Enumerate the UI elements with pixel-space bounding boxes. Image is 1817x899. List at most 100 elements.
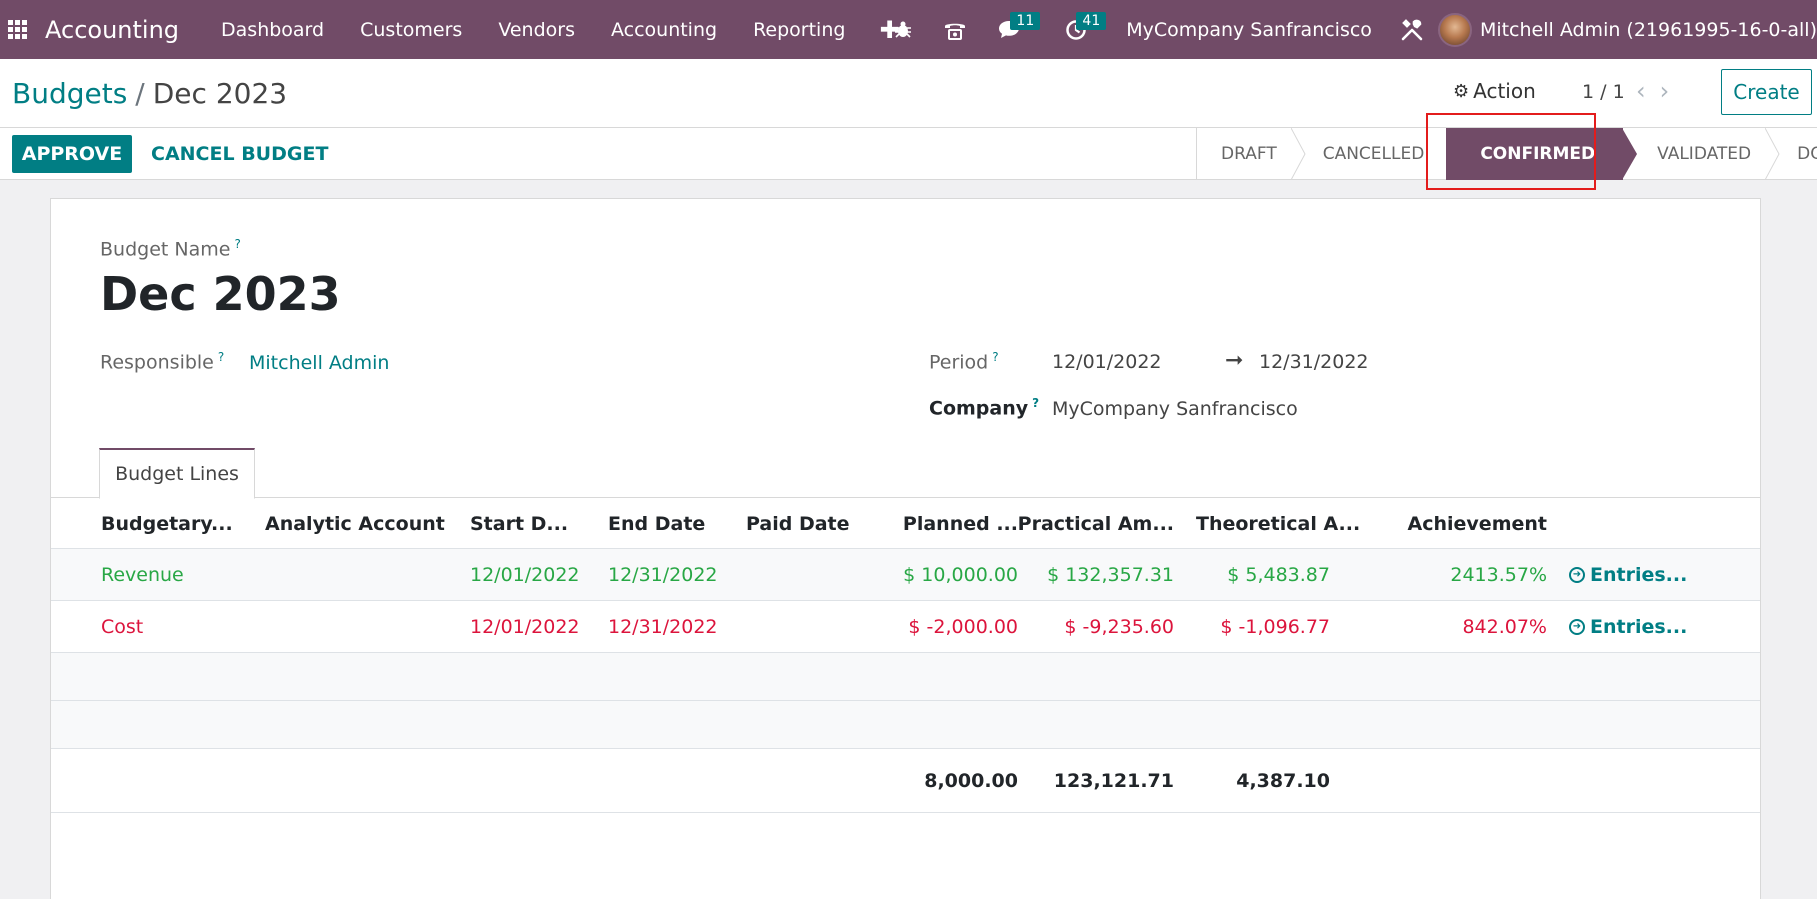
row-end-date: 12/31/2022 — [608, 615, 718, 638]
stage-confirmed[interactable]: CONFIRMED — [1446, 128, 1638, 180]
budget-lines-table: Budgetary... Analytic Account Start D...… — [51, 500, 1760, 813]
activities-icon[interactable]: 41 — [1050, 0, 1107, 59]
notebook-tabs: Budget Lines — [51, 448, 1760, 499]
stage-cancelled[interactable]: CANCELLED — [1299, 128, 1447, 180]
help-icon[interactable]: ? — [992, 350, 999, 364]
menu-dashboard[interactable]: Dashboard — [221, 18, 325, 41]
breadcrumb-separator: / — [135, 77, 145, 110]
debug-icon[interactable] — [878, 0, 928, 59]
breadcrumb-budgets-link[interactable]: Budgets — [12, 77, 128, 110]
user-avatar[interactable] — [1437, 12, 1472, 47]
help-icon[interactable]: ? — [1032, 396, 1040, 410]
table-row[interactable]: Revenue 12/01/2022 12/31/2022 $ 10,000.0… — [51, 549, 1760, 601]
stage-active-chevron-icon — [1622, 128, 1638, 180]
cancel-budget-button[interactable]: CANCEL BUDGET — [151, 143, 329, 165]
menu-reporting[interactable]: Reporting — [753, 18, 846, 41]
row-achievement: 2413.57% — [1450, 563, 1547, 586]
row-theoretical-amount: $ -1,096.77 — [1220, 615, 1330, 638]
tab-budget-lines[interactable]: Budget Lines — [99, 448, 255, 499]
row-budgetary-position: Revenue — [101, 563, 184, 586]
row-end-date: 12/31/2022 — [608, 563, 718, 586]
settings-tools-icon[interactable] — [1390, 0, 1438, 59]
phone-icon[interactable] — [928, 0, 982, 59]
empty-row — [51, 653, 1760, 701]
stage-done[interactable]: DONE — [1773, 128, 1817, 180]
action-button[interactable]: ⚙ Action — [1453, 79, 1536, 103]
help-icon[interactable]: ? — [234, 237, 241, 251]
stage-validated[interactable]: VALIDATED — [1623, 128, 1780, 180]
row-start-date: 12/01/2022 — [470, 563, 580, 586]
col-planned-amount[interactable]: Planned ... — [902, 513, 1018, 535]
empty-row — [51, 701, 1760, 749]
menu-vendors[interactable]: Vendors — [498, 18, 575, 41]
table-totals-row: 8,000.00 123,121.71 4,387.10 — [51, 749, 1760, 813]
col-end-date[interactable]: End Date — [608, 513, 706, 535]
budget-name-label: Budget Name? — [100, 237, 241, 260]
pager-arrows: ‹› — [1636, 77, 1683, 105]
col-achievement[interactable]: Achievement — [1407, 513, 1547, 535]
create-button[interactable]: Create — [1721, 69, 1812, 115]
breadcrumb: Budgets / Dec 2023 — [12, 77, 287, 110]
main-menu: Dashboard Customers Vendors Accounting R… — [203, 0, 916, 59]
company-label-text: Company — [929, 397, 1029, 420]
col-budgetary-position[interactable]: Budgetary... — [101, 513, 233, 535]
user-menu[interactable]: Mitchell Admin (21961995-16-0-all) — [1479, 18, 1817, 41]
apps-menu-icon[interactable] — [0, 0, 34, 59]
period-start-field[interactable]: 12/01/2022 — [1052, 351, 1162, 373]
form-sheet: Budget Name? Dec 2023 Responsible? Mitch… — [50, 198, 1761, 899]
stage-chevron-icon — [1765, 128, 1780, 180]
company-field[interactable]: MyCompany Sanfrancisco — [1052, 398, 1298, 420]
row-planned-amount: $ -2,000.00 — [908, 615, 1018, 638]
row-planned-amount: $ 10,000.00 — [903, 563, 1018, 586]
company-switcher[interactable]: MyCompany Sanfrancisco — [1126, 18, 1372, 41]
responsible-field[interactable]: Mitchell Admin — [249, 352, 390, 374]
row-practical-amount: $ 132,357.31 — [1047, 563, 1174, 586]
control-panel: Budgets / Dec 2023 ⚙ Action 1 / 1 ‹› Creat… — [0, 59, 1817, 128]
approve-button[interactable]: APPROVE — [12, 135, 132, 173]
add-menu-icon[interactable]: ✚ — [879, 15, 900, 44]
entries-button[interactable]: ➜ Entries... — [1569, 549, 1687, 600]
action-label: Action — [1473, 79, 1536, 103]
app-name[interactable]: Accounting — [45, 15, 180, 44]
stage-cancelled-label: CANCELLED — [1322, 144, 1425, 164]
table-row[interactable]: Cost 12/01/2022 12/31/2022 $ -2,000.00 $… — [51, 601, 1760, 653]
col-start-date[interactable]: Start D... — [470, 513, 569, 535]
gear-icon: ⚙ — [1453, 80, 1470, 102]
row-achievement: 842.07% — [1462, 615, 1547, 638]
activities-badge: 41 — [1076, 12, 1107, 30]
entries-label: Entries... — [1590, 615, 1688, 638]
col-theoretical-amount[interactable]: Theoretical A... — [1196, 513, 1361, 535]
systray: 11 41 MyCompany Sanfrancisco Mitchell Ad… — [878, 0, 1817, 59]
arrow-circle-icon: ➜ — [1569, 618, 1585, 635]
stage-confirmed-label: CONFIRMED — [1480, 144, 1596, 164]
col-practical-amount[interactable]: Practical Am... — [1017, 513, 1174, 535]
messages-icon[interactable]: 11 — [982, 0, 1041, 59]
col-paid-date[interactable]: Paid Date — [746, 513, 850, 535]
col-analytic-account[interactable]: Analytic Account — [265, 513, 445, 535]
messages-badge: 11 — [1010, 12, 1041, 30]
total-planned-amount: 8,000.00 — [924, 769, 1018, 792]
period-end-field[interactable]: 12/31/2022 — [1259, 351, 1369, 373]
budget-name-field[interactable]: Dec 2023 — [100, 267, 341, 321]
total-practical-amount: 123,121.71 — [1053, 769, 1174, 792]
entries-button[interactable]: ➜ Entries... — [1569, 601, 1687, 652]
status-bar: APPROVE CANCEL BUDGET DRAFT CANCELLED CO… — [0, 128, 1817, 180]
top-navbar: Accounting Dashboard Customers Vendors A… — [0, 0, 1817, 59]
menu-accounting[interactable]: Accounting — [610, 18, 718, 41]
menu-customers[interactable]: Customers — [360, 18, 463, 41]
pager-previous-icon[interactable]: ‹ — [1636, 77, 1660, 105]
stage-validated-label: VALIDATED — [1657, 144, 1752, 164]
stage-draft-label: DRAFT — [1221, 144, 1277, 164]
budget-name-label-text: Budget Name — [100, 238, 231, 261]
pager-next-icon[interactable]: › — [1659, 77, 1684, 105]
entries-label: Entries... — [1590, 563, 1688, 586]
stage-draft[interactable]: DRAFT — [1197, 128, 1306, 180]
pager-value[interactable]: 1 / 1 — [1582, 81, 1625, 103]
row-practical-amount: $ -9,235.60 — [1064, 615, 1174, 638]
total-theoretical-amount: 4,387.10 — [1236, 769, 1330, 792]
stage-done-label: DONE — [1797, 144, 1817, 164]
help-icon[interactable]: ? — [217, 350, 225, 364]
table-header-row: Budgetary... Analytic Account Start D...… — [51, 500, 1760, 549]
responsible-label-text: Responsible — [100, 351, 214, 374]
period-label-text: Period — [929, 351, 989, 374]
